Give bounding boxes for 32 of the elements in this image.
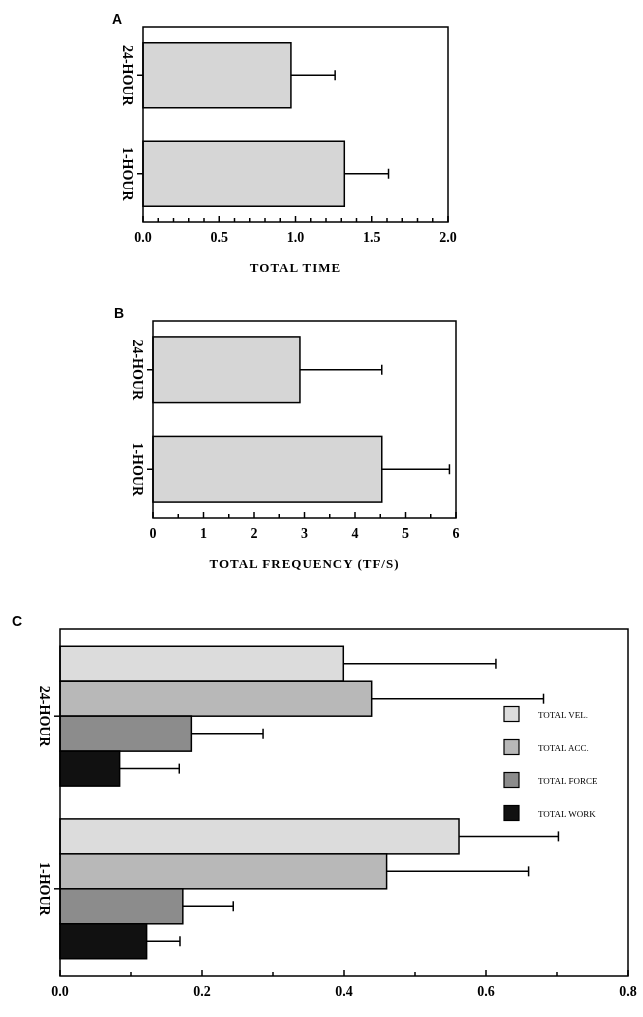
- chart-title: C: [12, 613, 23, 629]
- legend-label: TOTAL VEL.: [538, 709, 589, 720]
- chart-title: B: [114, 305, 125, 321]
- x-axis-title: TOTAL FREQUENCY (TF/S): [209, 556, 400, 571]
- x-tick-label: 0.8: [619, 984, 637, 999]
- x-tick-label: 2: [250, 526, 258, 541]
- x-tick-label: 0.2: [193, 984, 211, 999]
- y-tick-label: 1-HOUR: [130, 442, 145, 497]
- legend-label: TOTAL FORCE: [538, 775, 599, 786]
- y-tick-label: 24-HOUR: [120, 44, 135, 107]
- legend-label: TOTAL WORK: [538, 808, 597, 819]
- x-tick-label: 6: [452, 526, 460, 541]
- y-tick-label: 24-HOUR: [130, 339, 145, 401]
- legend-label: TOTAL ACC.: [538, 742, 589, 753]
- x-tick-label: 5: [402, 526, 409, 541]
- y-tick-label: 1-HOUR: [120, 146, 135, 202]
- x-tick-label: 1.0: [286, 230, 305, 245]
- chart-title: A: [112, 11, 123, 27]
- x-tick-label: 4: [351, 526, 359, 541]
- y-tick-label: 1-HOUR: [37, 861, 52, 917]
- y-tick-label: 24-HOUR: [37, 685, 52, 748]
- x-axis-title: TOTAL TIME: [249, 260, 342, 275]
- x-tick-label: 0.6: [477, 984, 495, 999]
- x-tick-label: 0.5: [210, 230, 228, 245]
- x-tick-label: 3: [301, 526, 308, 541]
- x-tick-label: 1: [200, 526, 207, 541]
- x-tick-label: 2.0: [439, 230, 457, 245]
- x-tick-label: 1.5: [363, 230, 381, 245]
- x-tick-label: 0: [149, 526, 157, 541]
- x-tick-label: 0.0: [51, 984, 69, 999]
- x-tick-label: 0.0: [134, 230, 152, 245]
- x-tick-label: 0.4: [335, 984, 353, 999]
